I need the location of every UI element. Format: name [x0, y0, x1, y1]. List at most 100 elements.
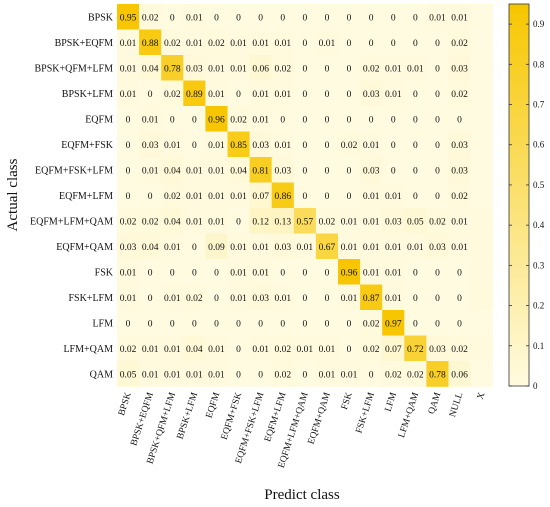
heatmap-cell	[117, 259, 140, 285]
heatmap-cell	[470, 29, 493, 56]
cell-value-label: 0.01	[341, 294, 358, 304]
heatmap-cell	[426, 310, 449, 336]
heatmap-cell	[338, 131, 361, 158]
heatmap-cell	[271, 157, 295, 183]
y-axis-tick-labels: BPSK BPSK+EQFM BPSK+QFM+LFM BPSK+LFM EQFM EQF…	[30, 12, 114, 380]
heatmap-cell	[426, 55, 449, 81]
heatmap-cell	[426, 259, 449, 285]
heatmap-cell	[271, 131, 295, 158]
heatmap-cell	[470, 55, 493, 81]
cell-value-label: 0.02	[451, 39, 468, 49]
y-tick-label: QAM	[90, 369, 113, 380]
cell-value-label: 0.01	[451, 13, 468, 23]
heatmap-cell	[404, 233, 427, 260]
cell-value-label: 0.04	[164, 217, 181, 227]
cell-value-label: 0	[413, 141, 418, 151]
heatmap-cell	[249, 335, 272, 362]
heatmap-cell	[315, 106, 339, 132]
cell-value-label: 0.01	[297, 345, 314, 355]
cell-value-label: 0	[192, 141, 197, 151]
y-tick-label: EQFM	[85, 114, 113, 125]
cell-value-label: 0.02	[120, 217, 137, 227]
cell-value-label: 0.02	[407, 370, 424, 380]
cell-value-label: 0	[325, 141, 330, 151]
heatmap-cell	[382, 80, 405, 107]
heatmap-cell	[360, 259, 383, 285]
heatmap-cell	[382, 55, 405, 81]
heatmap-cell	[183, 310, 206, 336]
cell-value-label: 0.03	[252, 294, 269, 304]
heatmap-cell	[315, 259, 339, 285]
cell-value-label: 0	[435, 268, 440, 278]
cell-value-label: 0.81	[252, 166, 269, 176]
heatmap-cell	[249, 157, 272, 183]
cell-value-label: 0.67	[319, 243, 336, 253]
heatmap-cell	[227, 106, 250, 132]
heatmap-cell	[404, 131, 427, 158]
heatmap-cell	[360, 157, 383, 183]
cell-value-label: 0.02	[385, 370, 402, 380]
heatmap-cell	[227, 310, 250, 336]
cell-value-label: 0.01	[230, 243, 247, 253]
heatmap-cell	[448, 233, 471, 260]
heatmap-cell	[249, 106, 272, 132]
x-tick-label: NULL	[448, 391, 465, 418]
heatmap-cell	[183, 4, 206, 30]
heatmap-cell	[271, 182, 295, 209]
cell-value-label: 0	[435, 166, 440, 176]
heatmap-cell	[271, 259, 295, 285]
cell-value-label: 0.03	[451, 64, 468, 74]
cell-value-label: 0.01	[297, 243, 314, 253]
heatmap-cell	[315, 55, 339, 81]
cell-value-label: 0.87	[363, 294, 380, 304]
cell-value-label: 0.01	[208, 64, 225, 74]
heatmap-cell	[161, 361, 184, 387]
cell-value-label: 0	[214, 294, 219, 304]
x-tick-label: X	[476, 391, 488, 401]
heatmap-cell	[205, 310, 228, 336]
cell-value-label: 0.01	[142, 166, 159, 176]
cell-value-label: 0.02	[274, 64, 291, 74]
heatmap-cell	[293, 182, 317, 209]
heatmap-cell	[315, 284, 339, 311]
heatmap-cell	[249, 182, 272, 209]
y-tick-label: EQFM+FSK	[61, 140, 114, 151]
cell-value-label: 0	[325, 192, 330, 202]
heatmap-cell	[139, 208, 162, 234]
heatmap-cell	[139, 182, 162, 209]
x-tick-label: LFM	[384, 391, 400, 413]
cell-value-label: 0	[413, 115, 418, 125]
heatmap-cell	[470, 106, 493, 132]
cell-value-label: 0.01	[341, 217, 358, 227]
heatmap-cell	[470, 233, 493, 260]
heatmap-cell	[382, 157, 405, 183]
heatmap-cell	[293, 233, 317, 260]
heatmap-cell	[271, 233, 295, 260]
heatmap-cell	[404, 361, 427, 387]
cell-value-label: 0.01	[230, 192, 247, 202]
cell-value-label: 0	[347, 90, 352, 100]
y-tick-label: FSK	[95, 267, 114, 278]
heatmap-cell	[448, 335, 471, 362]
heatmap-cell	[315, 335, 339, 362]
heatmap-cell	[360, 310, 383, 336]
cell-value-label: 0.01	[341, 370, 358, 380]
heatmap-cell	[249, 80, 272, 107]
cell-value-label: 0	[236, 370, 241, 380]
heatmap-cell	[404, 208, 427, 234]
cell-value-label: 0	[280, 268, 285, 278]
heatmap-cell	[293, 284, 317, 311]
cell-value-label: 0.02	[451, 192, 468, 202]
colorbar-tick-label: 0.9	[533, 19, 545, 29]
cell-value-label: 0.03	[274, 243, 291, 253]
cell-value-label: 0	[457, 294, 462, 304]
heatmap-cell	[382, 182, 405, 209]
heatmap-cell	[183, 182, 206, 209]
cell-value-label: 0.01	[252, 39, 269, 49]
cell-value-label: 0	[325, 13, 330, 23]
heatmap-cell	[161, 157, 184, 183]
cell-value-label: 0	[413, 319, 418, 329]
cell-value-label: 0	[280, 115, 285, 125]
heatmap-cell	[227, 80, 250, 107]
cell-value-label: 0.78	[164, 64, 181, 74]
